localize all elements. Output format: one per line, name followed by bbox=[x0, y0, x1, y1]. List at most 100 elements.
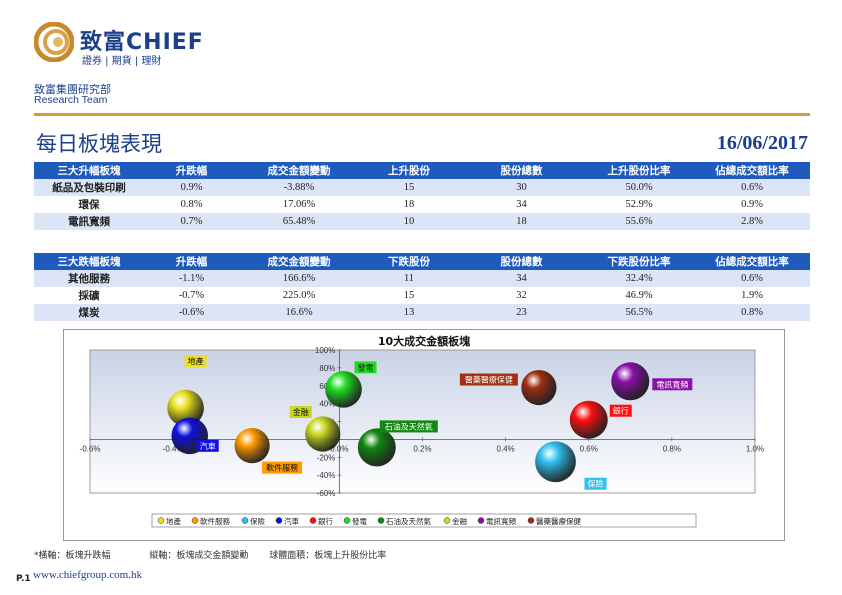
brand-name-cn: 致富 bbox=[80, 30, 127, 55]
table-cell: 16.6% bbox=[239, 304, 359, 321]
table-cell: 13 bbox=[359, 304, 459, 321]
bubble-label-bg bbox=[584, 477, 607, 490]
department-en: Research Team bbox=[34, 94, 108, 106]
bubble bbox=[357, 428, 396, 467]
legend-marker bbox=[309, 517, 317, 524]
bubble-label-bg bbox=[652, 378, 693, 391]
sector-name: 紙品及包裝印刷 bbox=[34, 179, 144, 196]
bubble-label: 地產 bbox=[188, 356, 204, 366]
column-header: 下跌股份比率 bbox=[584, 253, 694, 270]
bubble-label-bg bbox=[289, 406, 312, 419]
table-cell: 34 bbox=[459, 270, 584, 287]
legend-marker bbox=[157, 517, 165, 524]
column-header: 升跌幅 bbox=[144, 253, 239, 270]
bubble bbox=[234, 428, 270, 464]
bubble bbox=[611, 362, 650, 401]
bubble-label-bg bbox=[379, 420, 438, 433]
company-logo: 致富CHIEF 證券 | 期貨 | 理財 bbox=[34, 22, 234, 68]
department-cn: 致富集團研究部 bbox=[34, 83, 111, 96]
table-cell: 15 bbox=[359, 179, 459, 196]
chart-footnote: *橫軸：板塊升跌幅 縱軸：板塊成交金額變動 球體面積：板塊上升股份比率 bbox=[34, 548, 404, 561]
y-tick-label: 100% bbox=[315, 346, 335, 355]
footnote-x-axis: *橫軸：板塊升跌幅 bbox=[34, 551, 111, 561]
table-cell: 55.6% bbox=[584, 213, 694, 230]
legend-marker bbox=[477, 517, 485, 524]
footnote-y-axis: 縱軸：板塊成交金額變動 bbox=[149, 551, 249, 561]
y-tick-label: -20% bbox=[317, 453, 336, 462]
x-tick-label: 0.4% bbox=[497, 444, 515, 453]
column-header: 股份總數 bbox=[459, 162, 584, 179]
column-header: 升跌幅 bbox=[144, 162, 239, 179]
table-cell: 0.6% bbox=[694, 270, 810, 287]
x-tick-label: -0.4% bbox=[163, 444, 184, 453]
bubble bbox=[569, 400, 608, 439]
bubble-label: 金融 bbox=[293, 407, 309, 417]
table-cell: 0.9% bbox=[694, 196, 810, 213]
legend-marker bbox=[191, 517, 199, 524]
bubble bbox=[167, 389, 204, 427]
table-cell: 18 bbox=[459, 213, 584, 230]
y-tick-label: -60% bbox=[317, 489, 336, 498]
bubble-label: 石油及天然氣 bbox=[385, 421, 433, 431]
column-header: 佔總成交額比率 bbox=[694, 162, 810, 179]
table-cell: -1.1% bbox=[144, 270, 239, 287]
bubble-label-bg bbox=[262, 461, 303, 474]
x-tick-label: 0.6% bbox=[580, 444, 598, 453]
report-title: 每日板塊表現 bbox=[36, 132, 162, 156]
table-cell: 65.48% bbox=[239, 213, 359, 230]
table-cell: 0.7% bbox=[144, 213, 239, 230]
table-cell: 0.6% bbox=[694, 179, 810, 196]
column-header: 成交金額變動 bbox=[239, 162, 359, 179]
bubble-label-bg bbox=[609, 404, 632, 417]
table-cell: -3.88% bbox=[239, 179, 359, 196]
table-cell: 2.8% bbox=[694, 213, 810, 230]
legend-label: 醫藥醫療保健 bbox=[536, 516, 581, 526]
table-cell: -0.6% bbox=[144, 304, 239, 321]
table-cell: 46.9% bbox=[584, 287, 694, 304]
legend-marker bbox=[343, 517, 351, 524]
bubble-label: 發電 bbox=[358, 363, 374, 372]
bubble-chart: 10大成交金額板塊-0.6%-0.4%-0.2%0.0%0.2%0.4%0.6%… bbox=[80, 334, 764, 528]
legend-marker bbox=[443, 517, 451, 524]
table-cell: 30 bbox=[459, 179, 584, 196]
table-cell: 17.06% bbox=[239, 196, 359, 213]
legend-label: 地產 bbox=[166, 516, 181, 526]
column-header: 上升股份比率 bbox=[584, 162, 694, 179]
column-header: 股份總數 bbox=[459, 253, 584, 270]
column-header: 上升股份 bbox=[359, 162, 459, 179]
bubble-label: 保險 bbox=[588, 479, 604, 489]
column-header: 佔總成交額比率 bbox=[694, 253, 810, 270]
bubble bbox=[521, 369, 557, 406]
chart-title: 10大成交金額板塊 bbox=[378, 334, 470, 348]
brand-name-en: CHIEF bbox=[126, 30, 204, 55]
bubble bbox=[535, 441, 576, 483]
report-date: 16/06/2017 bbox=[716, 132, 808, 154]
table-cell: 166.6% bbox=[239, 270, 359, 287]
footnote-x-axis-text: 橫軸：板塊升跌幅 bbox=[38, 551, 111, 561]
rising-sectors-table: 三大升幅板塊 升跌幅 成交金額變動 上升股份 股份總數 上升股份比率 佔總成交額… bbox=[34, 162, 810, 230]
table-cell: 0.9% bbox=[144, 179, 239, 196]
column-header: 三大升幅板塊 bbox=[34, 162, 144, 179]
x-tick-label: 1.0% bbox=[746, 444, 764, 453]
table-cell: 23 bbox=[459, 304, 584, 321]
bubble-label: 汽車 bbox=[200, 441, 216, 451]
bubble bbox=[305, 416, 341, 452]
sector-name: 環保 bbox=[34, 196, 144, 213]
bubble-label-bg bbox=[184, 355, 207, 368]
legend-label: 汽車 bbox=[284, 516, 299, 526]
table-row: 電訊寬頻 0.7% 65.48% 10 18 55.6% 2.8% bbox=[34, 213, 810, 230]
website-link[interactable]: www.chiefgroup.com.hk bbox=[33, 569, 142, 581]
table-cell: 52.9% bbox=[584, 196, 694, 213]
legend-label: 發電 bbox=[352, 517, 367, 526]
x-tick-label: 0.8% bbox=[663, 444, 681, 453]
legend-marker bbox=[241, 517, 249, 524]
table-cell: 34 bbox=[459, 196, 584, 213]
falling-sectors-table: 三大跌幅板塊 升跌幅 成交金額變動 下跌股份 股份總數 下跌股份比率 佔總成交額… bbox=[34, 253, 810, 321]
table-cell: 50.0% bbox=[584, 179, 694, 196]
bubble bbox=[325, 371, 362, 408]
column-header: 下跌股份 bbox=[359, 253, 459, 270]
sector-name: 電訊寬頻 bbox=[34, 213, 144, 230]
legend-marker bbox=[377, 517, 385, 524]
bubble-label: 軟件服務 bbox=[266, 463, 298, 473]
x-tick-label: 0.0% bbox=[330, 444, 348, 453]
